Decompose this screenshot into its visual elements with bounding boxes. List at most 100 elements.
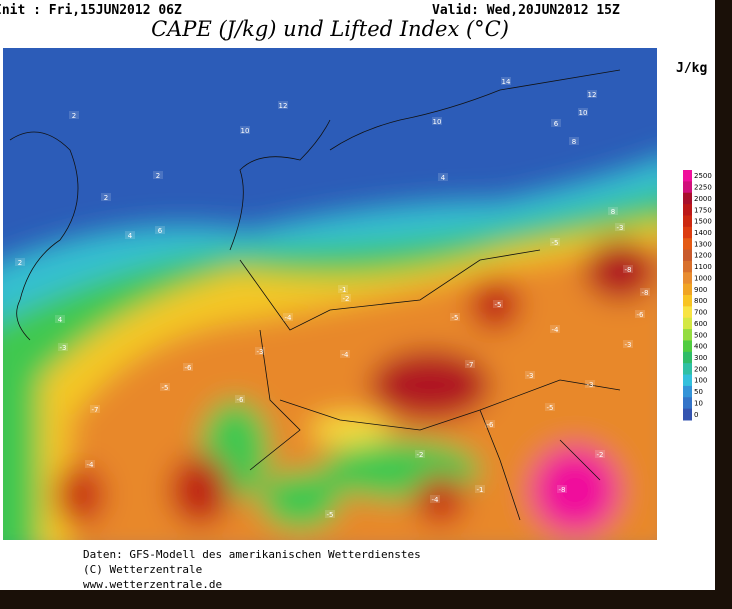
legend-swatch [683, 363, 692, 376]
legend-swatch [683, 226, 692, 239]
map-label: -3 [257, 348, 264, 356]
map-label: -2 [343, 295, 350, 303]
map-label-box [501, 77, 511, 85]
map-label: -7 [467, 361, 474, 369]
map-label-box [58, 343, 68, 351]
legend-label: 0 [694, 411, 698, 419]
map-label-box [415, 450, 425, 458]
map-label: 8 [572, 138, 576, 146]
map-label-box [578, 108, 588, 116]
map-label-box [340, 350, 350, 358]
legend-swatch [683, 306, 692, 319]
map-label: -4 [552, 326, 560, 334]
map-label: 2 [156, 172, 160, 180]
map-label: 12 [588, 91, 597, 99]
map-label-box [551, 119, 561, 127]
map-label: -3 [625, 341, 632, 349]
map-label: -6 [637, 311, 645, 319]
legend-swatch [683, 192, 692, 205]
map-label: 4 [128, 232, 133, 240]
map-label-box [153, 171, 163, 179]
map-label: -5 [547, 404, 554, 412]
map-label-box [550, 238, 560, 246]
legend: 2500225020001750150014001300120011001000… [683, 170, 712, 421]
map-label: -5 [162, 384, 169, 392]
map-label-box [90, 405, 100, 413]
map-label-box [85, 460, 95, 468]
legend-label: 1000 [694, 274, 712, 282]
legend-swatch [683, 408, 692, 421]
legend-swatch [683, 385, 692, 398]
map-label: 10 [433, 118, 442, 126]
frame [715, 0, 732, 609]
map-label: 12 [279, 102, 288, 110]
map-label: -8 [642, 289, 649, 297]
legend-swatch [683, 181, 692, 194]
map-label-box [493, 300, 503, 308]
map-label-box [615, 223, 625, 231]
legend-swatch [683, 204, 692, 216]
map-label-box [485, 420, 495, 428]
map-label-box [283, 313, 293, 321]
legend-swatch [683, 295, 692, 307]
legend-swatch [683, 340, 692, 353]
init-time: Init : Fri,15JUN2012 06Z [0, 3, 182, 18]
map-label-box [635, 310, 645, 318]
map-label-box [623, 340, 633, 348]
map-label-box [450, 313, 460, 321]
legend-swatch [683, 397, 692, 410]
map-label: -4 [342, 351, 350, 359]
map-label-box [608, 207, 618, 215]
legend-swatch [683, 215, 692, 228]
map-label-box [155, 226, 165, 234]
legend-label: 1300 [694, 240, 712, 248]
legend-swatch [683, 329, 692, 341]
map-label: -1 [477, 486, 484, 494]
map-label-box [550, 325, 560, 333]
map-label: -8 [559, 486, 566, 494]
legend-label: 900 [694, 286, 707, 294]
legend-swatch [683, 374, 692, 387]
map-label-box [640, 288, 650, 296]
legend-swatch [683, 260, 692, 273]
map-label: -4 [432, 496, 440, 504]
footer-line: www.wetterzentrale.de [83, 578, 222, 591]
map [3, 48, 657, 540]
footer-line: Daten: GFS-Modell des amerikanischen Wet… [83, 548, 421, 561]
map-label-box [569, 137, 579, 145]
legend-label: 200 [694, 365, 707, 373]
legend-label: 1400 [694, 229, 712, 237]
legend-swatch [683, 170, 692, 182]
legend-label: 2500 [694, 172, 712, 180]
map-label-box [557, 485, 567, 493]
legend-label: 100 [694, 377, 707, 385]
legend-label: 1500 [694, 218, 712, 226]
map-label: 2 [104, 194, 108, 202]
legend-label: 500 [694, 331, 707, 339]
map-label-box [525, 371, 535, 379]
map-label-box [432, 117, 442, 125]
map-label: -3 [617, 224, 624, 232]
legend-label: 1750 [694, 206, 712, 214]
map-label: -3 [527, 372, 534, 380]
legend-swatch [683, 283, 692, 296]
legend-label: 2250 [694, 184, 712, 192]
footer-line: (C) Wetterzentrale [83, 563, 202, 576]
map-label: 8 [611, 208, 615, 216]
map-label-box [545, 403, 555, 411]
map-label: 4 [58, 316, 63, 324]
map-label-box [430, 495, 440, 503]
legend-label: 2000 [694, 195, 712, 203]
map-label-box [55, 315, 65, 323]
map-label: -5 [327, 511, 334, 519]
map-label: -2 [597, 451, 604, 459]
legend-label: 50 [694, 388, 703, 396]
map-label: 6 [554, 120, 559, 128]
map-label-box [15, 258, 25, 266]
map-label-box [235, 395, 245, 403]
legend-label: 10 [694, 399, 703, 407]
legend-label: 1100 [694, 263, 712, 271]
legend-swatch [683, 249, 692, 262]
map-label: -6 [185, 364, 193, 372]
